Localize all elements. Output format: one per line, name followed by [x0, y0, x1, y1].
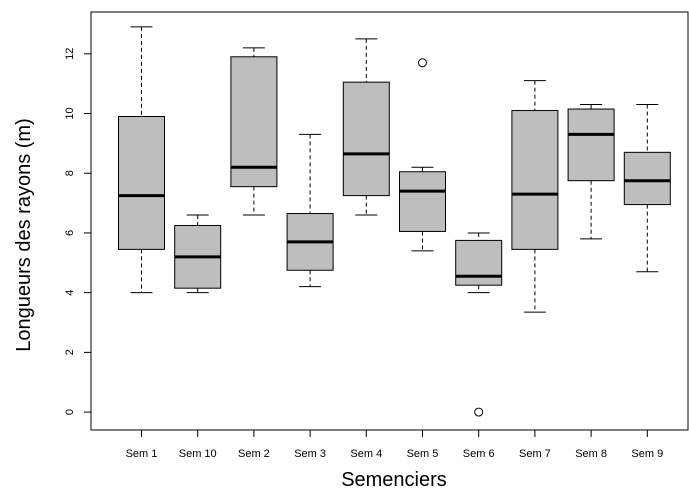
box-iqr [342, 81, 390, 197]
box-group [286, 133, 334, 288]
x-tick-label: Sem 3 [294, 448, 326, 460]
y-tick-label: 4 [64, 290, 76, 296]
box-iqr [511, 110, 559, 250]
plot-frame [90, 11, 689, 431]
box-iqr [455, 239, 503, 286]
box-group [455, 232, 503, 417]
outlier-point [418, 58, 427, 68]
box-iqr [567, 108, 615, 182]
y-tick-label: 10 [64, 107, 76, 119]
x-tick-label: Sem 7 [519, 448, 551, 460]
x-axis-ticks: Sem 1 Sem 10 Sem 2 Sem 3 Sem 4 Sem 5 Sem 6 Sem … [126, 430, 663, 460]
box-iqr [399, 171, 446, 232]
x-tick-label: Sem 5 [407, 448, 439, 460]
box-group [118, 26, 165, 294]
y-tick-label: 0 [64, 409, 76, 415]
x-tick-label: Sem 6 [463, 448, 495, 460]
x-tick-label: Sem 9 [631, 448, 663, 460]
x-tick-label: Sem 8 [575, 448, 607, 460]
y-tick-label: 12 [64, 48, 76, 60]
y-tick-label: 6 [64, 230, 76, 236]
x-tick-label: Sem 2 [238, 448, 270, 460]
outlier-point [474, 407, 484, 417]
y-axis-title: Longueurs des rayons (m) [13, 118, 35, 351]
y-tick-label: 2 [64, 349, 76, 355]
box-iqr [118, 116, 165, 250]
x-tick-label: Sem 1 [126, 448, 158, 460]
box-iqr [230, 56, 278, 188]
box-group [623, 104, 671, 273]
box-group [511, 80, 559, 313]
x-tick-label: Sem 10 [179, 448, 217, 460]
y-axis-ticks: 0 2 4 6 8 10 12 [64, 48, 91, 415]
box-iqr [623, 151, 671, 206]
box-group [174, 214, 222, 294]
x-axis-title: Semenciers [341, 469, 447, 488]
box-group [230, 47, 278, 216]
x-tick-label: Sem 4 [350, 448, 382, 460]
box-series [118, 26, 671, 417]
box-group [399, 58, 446, 252]
box-group [567, 104, 615, 240]
box-group [342, 38, 390, 216]
y-tick-label: 8 [64, 170, 76, 176]
